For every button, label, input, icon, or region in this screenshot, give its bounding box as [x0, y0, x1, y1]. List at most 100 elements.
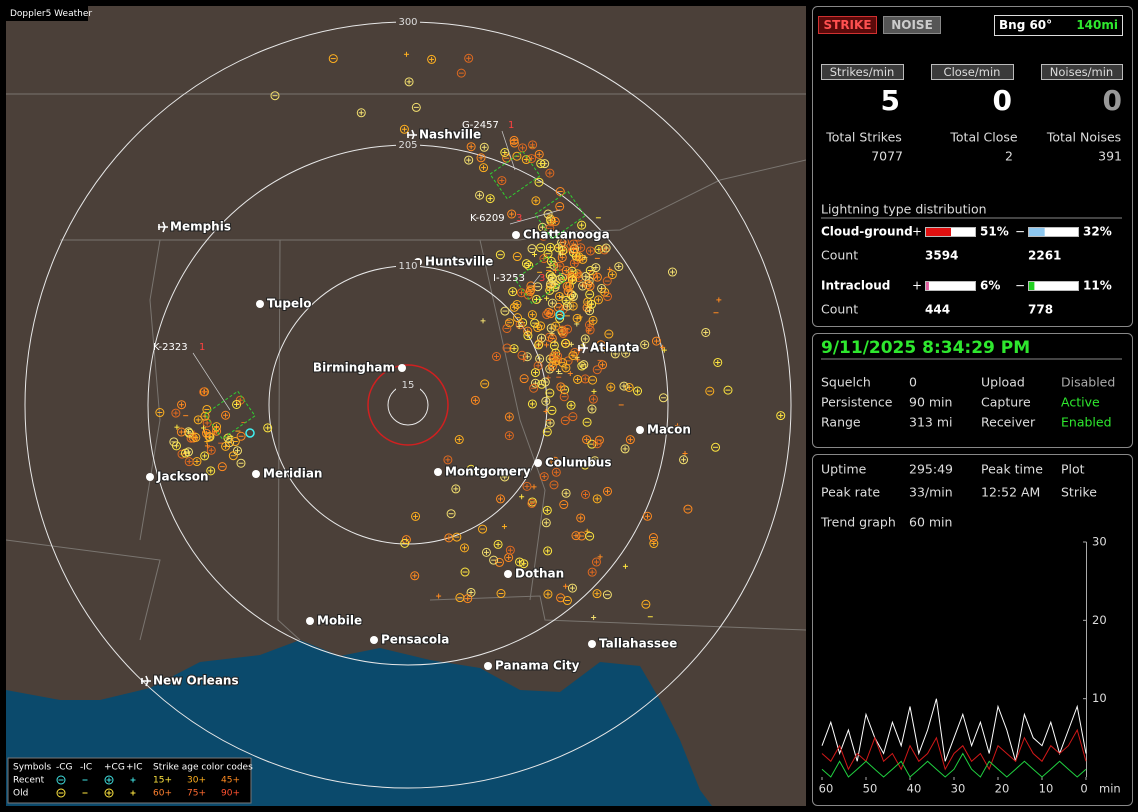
strike-button-label[interactable]: STRIKE: [823, 18, 871, 32]
dist-percent: 32%: [1083, 225, 1112, 239]
strike-ring: [528, 140, 538, 150]
ring-label-bg: [396, 379, 420, 391]
dist-bar: [1029, 282, 1035, 290]
strike-ring: [624, 382, 634, 392]
total-label: Total Close: [949, 130, 1018, 145]
noise-button[interactable]: [883, 16, 941, 34]
dist-bar: [926, 228, 951, 236]
strike: [221, 441, 231, 451]
noise-button-label[interactable]: NOISE: [891, 18, 933, 32]
rate-value: 0: [1103, 84, 1122, 117]
strike-ring: [200, 411, 210, 421]
strike: [529, 383, 539, 393]
strike-ring: [580, 334, 590, 344]
strike: [519, 374, 529, 384]
strike-ring: [536, 159, 546, 169]
symbol-ring: [104, 775, 114, 785]
strike: [592, 439, 602, 449]
strike-ring: [545, 168, 555, 178]
x-tick-label: 40: [907, 782, 922, 796]
strike-ring: [585, 325, 595, 335]
strike: [539, 472, 549, 482]
strike-ring: [470, 395, 480, 405]
strike-ring: [711, 442, 721, 452]
strike: [470, 395, 480, 405]
strike: [588, 394, 598, 404]
strike-ring: [555, 313, 565, 323]
y-tick-label: 30: [1092, 535, 1107, 549]
strike-ring: [221, 441, 231, 451]
strike: [579, 360, 589, 370]
strike-ring: [491, 352, 501, 362]
strike: [522, 481, 532, 491]
strike: [559, 500, 569, 510]
y-tick-label: 10: [1092, 691, 1107, 705]
strike-ring: [563, 286, 573, 296]
strike-ring: [410, 571, 420, 581]
symbol-ring: [56, 788, 66, 798]
strike-ring: [561, 488, 571, 498]
strike: [546, 323, 556, 333]
strike-ring: [582, 417, 592, 427]
strike-ring: [177, 400, 187, 410]
strike-ring: [512, 252, 522, 262]
strike-ring: [585, 306, 595, 316]
strike: [193, 415, 203, 425]
city-dot: [636, 426, 644, 434]
strike-ring: [563, 324, 573, 334]
strike: [505, 545, 515, 555]
strike: [527, 310, 537, 320]
strike: [221, 410, 231, 420]
dist-name: Cloud-ground: [821, 225, 913, 239]
strike: [518, 143, 528, 153]
strike: [549, 341, 559, 351]
status-cell: Range: [821, 415, 861, 430]
strike-ring: [529, 383, 539, 393]
total-value: 7077: [871, 149, 903, 164]
strike: [403, 51, 409, 57]
strike-ring: [547, 298, 557, 308]
strike: [206, 466, 216, 476]
strike: [561, 488, 571, 498]
stats-cell: 12:52 AM: [981, 485, 1040, 500]
strike: [496, 494, 506, 504]
x-tick-label: 10: [1039, 782, 1054, 796]
rate-value: 5: [881, 84, 900, 117]
total-value: 391: [1098, 149, 1122, 164]
city-label: Memphis: [170, 220, 231, 234]
ring-label: 15: [402, 380, 415, 391]
strike-button[interactable]: [818, 16, 877, 34]
strike-ring: [464, 53, 474, 63]
strike-ring: [554, 291, 564, 301]
trend-label: Trend graph: [820, 515, 896, 530]
strike-ring: [533, 282, 543, 292]
strike-ring: [591, 263, 601, 273]
symbol-ring: [56, 775, 66, 785]
strike: [776, 411, 786, 421]
strike: [540, 377, 550, 387]
strike: [476, 153, 486, 163]
ring-label-bg: [396, 16, 420, 28]
strike: [569, 245, 579, 255]
strike: [512, 252, 522, 262]
strike: [545, 418, 555, 428]
x-tick-label: 50: [863, 782, 878, 796]
strike-ring: [527, 244, 537, 254]
strike: [399, 124, 409, 134]
rate-button: [1041, 64, 1123, 80]
strike-ring: [567, 583, 577, 593]
strike-ring: [476, 153, 486, 163]
strike-ring: [270, 91, 280, 101]
dist-percent: 11%: [1083, 279, 1112, 293]
city-label: Atlanta: [590, 341, 640, 355]
strike-ring: [591, 557, 601, 567]
rate-label: Close/min: [944, 65, 1001, 79]
strike-ring: [177, 449, 187, 459]
strike-ring: [567, 275, 577, 285]
stats-cell: Peak rate: [821, 485, 880, 500]
map-title: Doppler5 Weather: [10, 9, 92, 19]
strike: [530, 318, 540, 328]
strike: [455, 593, 465, 603]
strike: [518, 318, 528, 328]
strike-ring: [454, 435, 464, 445]
